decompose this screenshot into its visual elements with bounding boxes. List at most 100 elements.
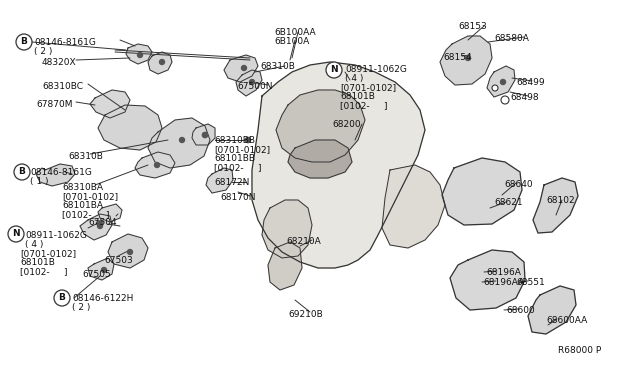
- Text: 08146-8161G: 08146-8161G: [30, 168, 92, 177]
- Text: [0701-0102]: [0701-0102]: [62, 192, 118, 201]
- Text: 08911-1062G: 08911-1062G: [345, 65, 407, 74]
- Polygon shape: [88, 258, 114, 280]
- Polygon shape: [36, 164, 75, 186]
- Text: 68101B: 68101B: [20, 258, 55, 267]
- Text: 68621: 68621: [494, 198, 523, 207]
- Polygon shape: [276, 90, 365, 162]
- Polygon shape: [135, 152, 175, 178]
- Circle shape: [97, 224, 102, 228]
- Text: 68101BB: 68101BB: [214, 154, 255, 163]
- Circle shape: [250, 80, 255, 84]
- Circle shape: [8, 226, 24, 242]
- Polygon shape: [108, 234, 148, 268]
- Text: 68196AA: 68196AA: [483, 278, 524, 287]
- Text: N: N: [330, 65, 338, 74]
- Text: 08146-8161G: 08146-8161G: [34, 38, 96, 47]
- Circle shape: [492, 85, 498, 91]
- Text: ( 1 ): ( 1 ): [30, 177, 49, 186]
- Polygon shape: [440, 36, 492, 85]
- Polygon shape: [224, 55, 258, 82]
- Polygon shape: [148, 52, 172, 74]
- Text: 68153: 68153: [458, 22, 487, 31]
- Polygon shape: [90, 90, 130, 118]
- Text: [0102-     ]: [0102- ]: [62, 210, 109, 219]
- Text: 08911-1062G: 08911-1062G: [25, 231, 87, 240]
- Polygon shape: [487, 66, 515, 97]
- Text: 69210B: 69210B: [288, 310, 323, 319]
- Polygon shape: [533, 178, 578, 233]
- Text: [0102-     ]: [0102- ]: [20, 267, 67, 276]
- Text: B: B: [59, 294, 65, 302]
- Text: 67503: 67503: [104, 256, 132, 265]
- Text: 68600AA: 68600AA: [546, 316, 588, 325]
- Text: 68170N: 68170N: [220, 193, 255, 202]
- Polygon shape: [382, 165, 445, 248]
- Text: 68154: 68154: [443, 53, 472, 62]
- Circle shape: [202, 132, 207, 138]
- Circle shape: [179, 138, 184, 142]
- Circle shape: [14, 164, 30, 180]
- Polygon shape: [252, 62, 425, 268]
- Text: [0701-0102]: [0701-0102]: [214, 145, 270, 154]
- Circle shape: [202, 132, 207, 138]
- Polygon shape: [236, 70, 262, 96]
- Circle shape: [127, 250, 132, 254]
- Circle shape: [159, 60, 164, 64]
- Text: 68210A: 68210A: [286, 237, 321, 246]
- Text: 68172N: 68172N: [214, 178, 250, 187]
- Circle shape: [54, 290, 70, 306]
- Text: 68600: 68600: [506, 306, 535, 315]
- Text: 68310BA: 68310BA: [62, 183, 103, 192]
- Text: ( 4 ): ( 4 ): [345, 74, 364, 83]
- Text: R68000 P: R68000 P: [558, 346, 601, 355]
- Text: N: N: [12, 230, 20, 238]
- Polygon shape: [98, 105, 162, 150]
- Text: 68101B: 68101B: [340, 92, 375, 101]
- Text: 68101BA: 68101BA: [62, 201, 103, 210]
- Circle shape: [246, 138, 250, 142]
- Polygon shape: [192, 124, 215, 145]
- Text: 67870M: 67870M: [36, 100, 72, 109]
- Text: ( 2 ): ( 2 ): [72, 303, 90, 312]
- Polygon shape: [148, 118, 210, 168]
- Text: ( 4 ): ( 4 ): [25, 240, 44, 249]
- Text: 08146-6122H: 08146-6122H: [72, 294, 133, 303]
- Text: 67505: 67505: [82, 270, 111, 279]
- Text: 68200: 68200: [332, 120, 360, 129]
- Polygon shape: [450, 250, 525, 310]
- Circle shape: [102, 267, 106, 273]
- Polygon shape: [206, 168, 233, 193]
- Polygon shape: [262, 200, 312, 258]
- Circle shape: [465, 55, 470, 61]
- Circle shape: [241, 65, 246, 71]
- Text: [0701-0102]: [0701-0102]: [20, 249, 76, 258]
- Text: 6B100AA: 6B100AA: [274, 28, 316, 37]
- Text: B: B: [19, 167, 26, 176]
- Circle shape: [501, 96, 509, 104]
- Polygon shape: [442, 158, 522, 225]
- Text: 68640: 68640: [504, 180, 532, 189]
- Text: 68580A: 68580A: [494, 34, 529, 43]
- Circle shape: [246, 138, 250, 142]
- Polygon shape: [98, 204, 122, 222]
- Text: 68196A: 68196A: [486, 268, 521, 277]
- Text: [0102-     ]: [0102- ]: [214, 163, 262, 172]
- Circle shape: [154, 163, 159, 167]
- Circle shape: [138, 52, 143, 58]
- Text: [0701-0102]: [0701-0102]: [340, 83, 396, 92]
- Text: 68499: 68499: [516, 78, 545, 87]
- Circle shape: [326, 62, 342, 78]
- Text: 68310BC: 68310BC: [42, 82, 83, 91]
- Text: B: B: [20, 38, 28, 46]
- Text: 6B100A: 6B100A: [274, 37, 309, 46]
- Polygon shape: [80, 214, 112, 240]
- Text: 68310B: 68310B: [68, 152, 103, 161]
- Text: 68551: 68551: [516, 278, 545, 287]
- Text: 68310BB: 68310BB: [214, 136, 255, 145]
- Text: 68498: 68498: [510, 93, 539, 102]
- Polygon shape: [528, 286, 576, 334]
- Text: 68310B: 68310B: [260, 62, 295, 71]
- Text: 68102: 68102: [546, 196, 575, 205]
- Text: [0102-     ]: [0102- ]: [340, 101, 387, 110]
- Polygon shape: [288, 140, 352, 178]
